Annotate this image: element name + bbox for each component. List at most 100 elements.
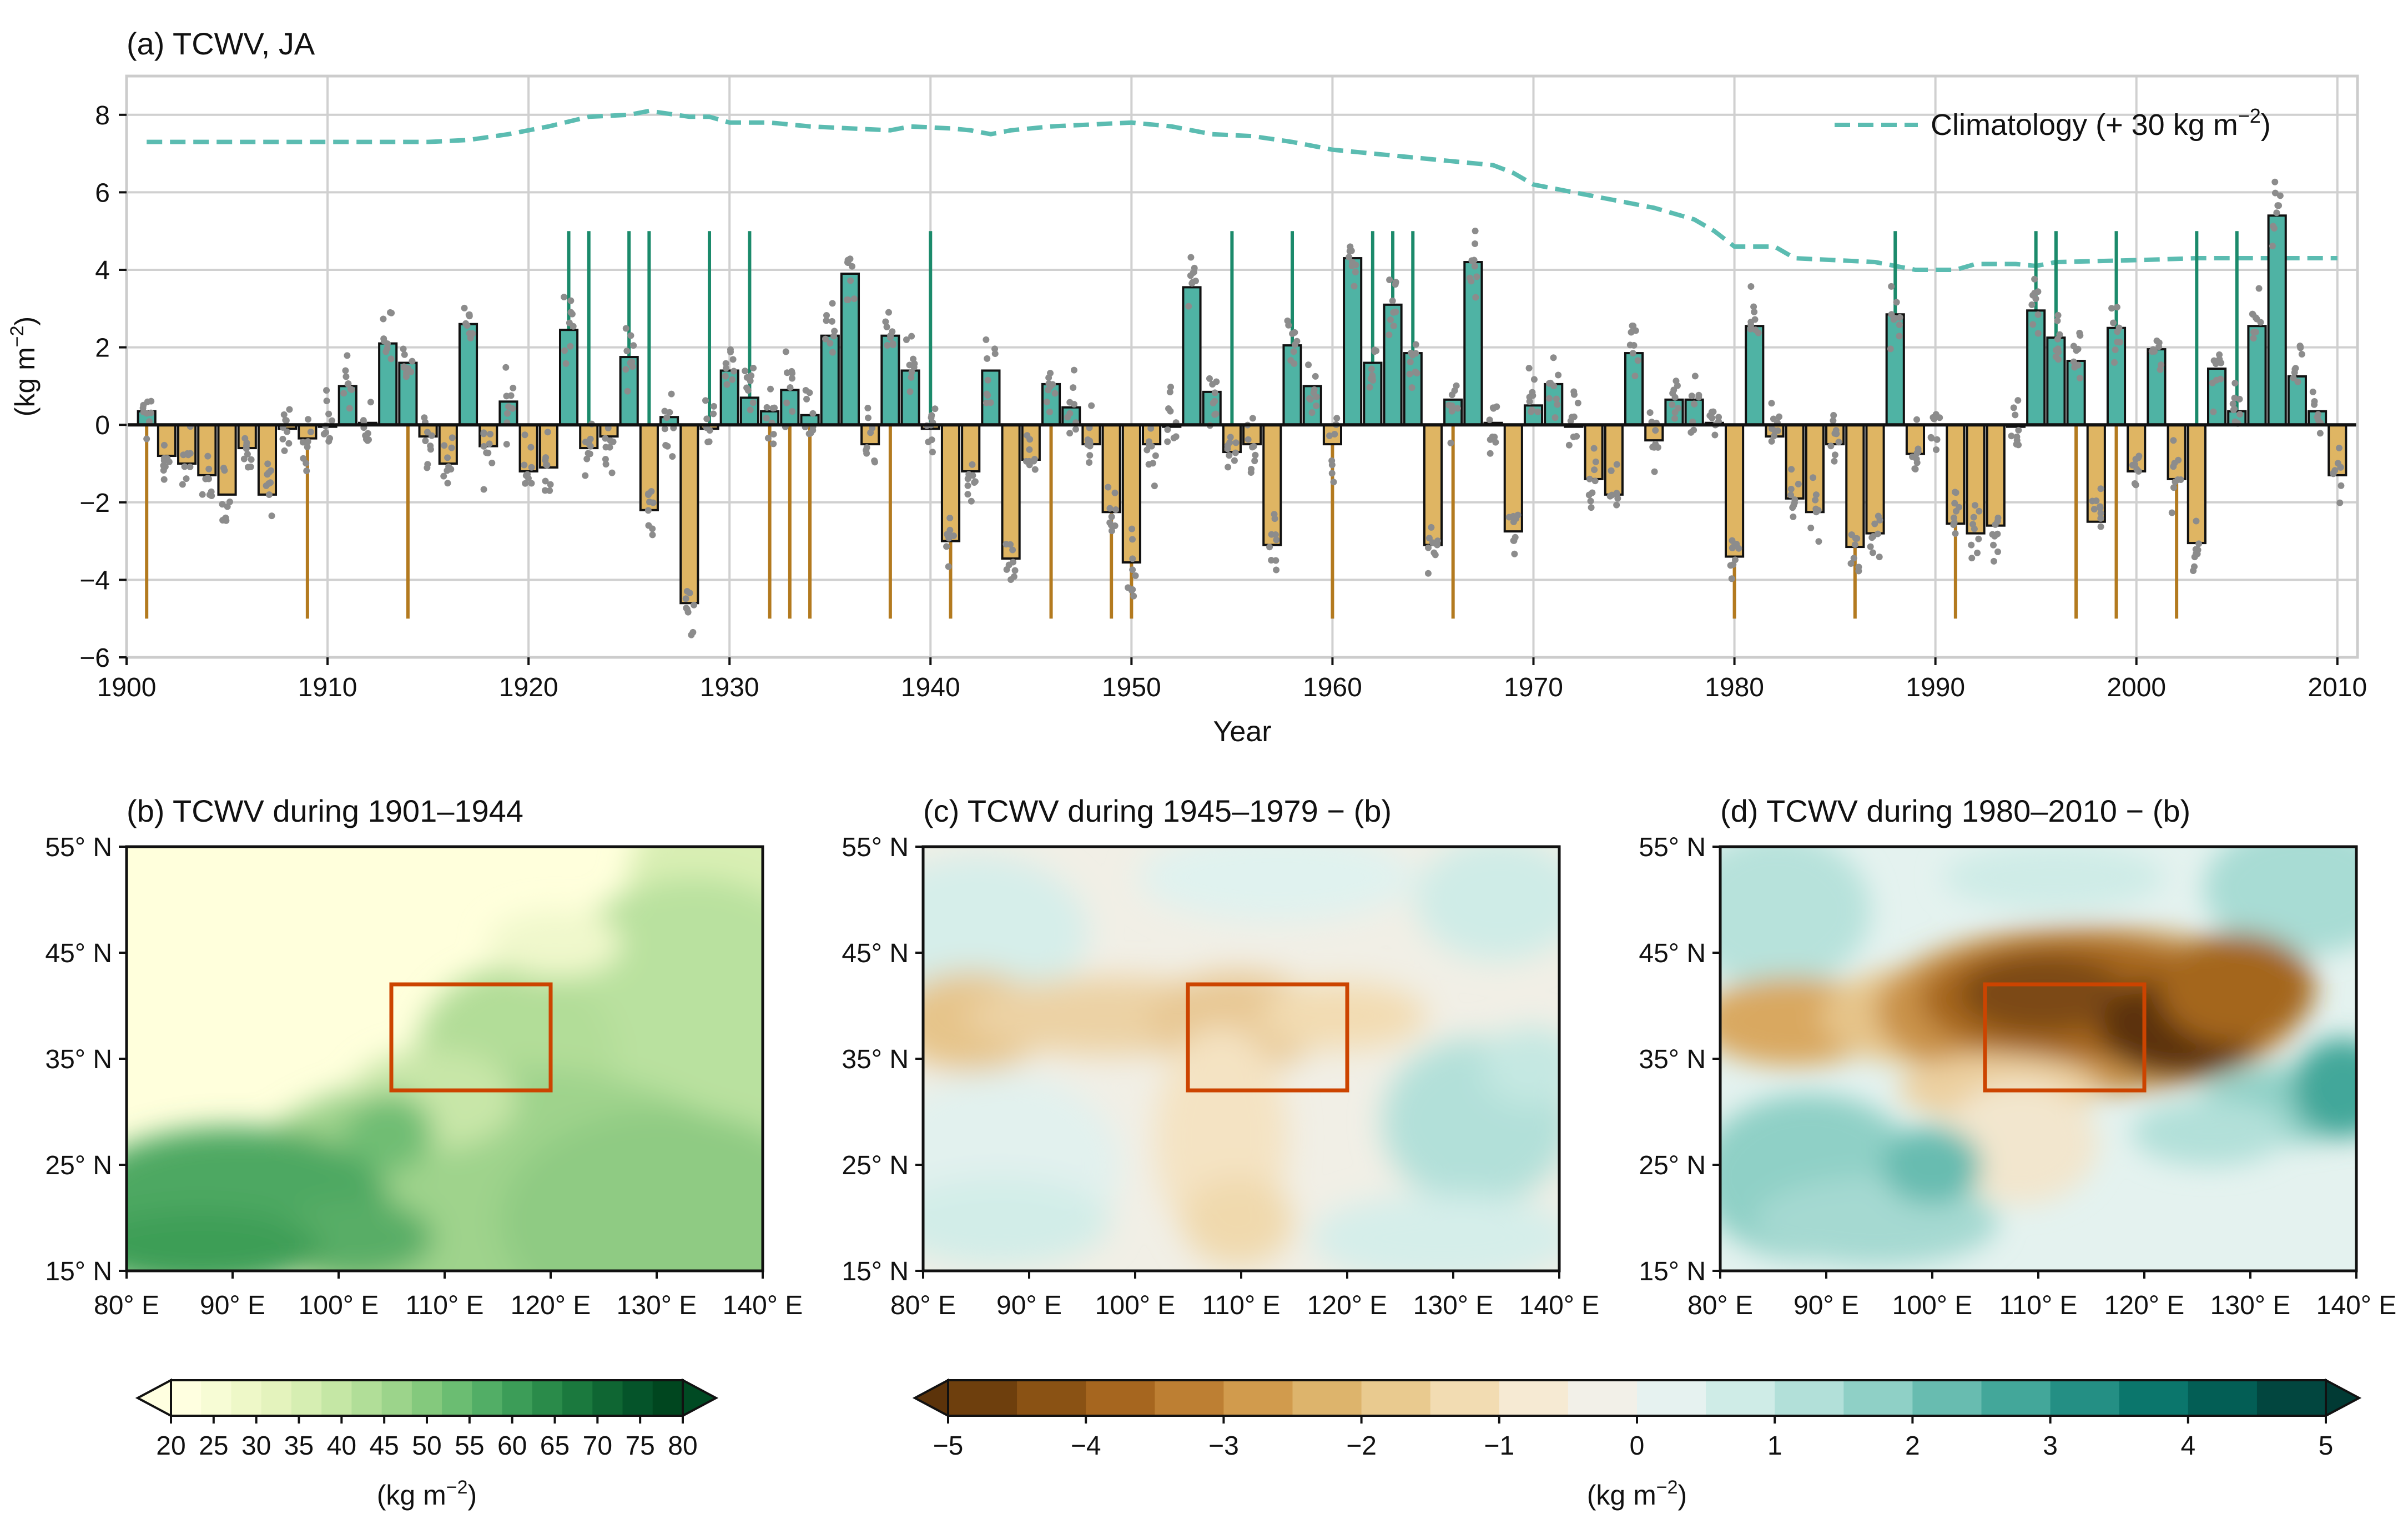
ensemble-dot — [2193, 517, 2200, 525]
colorbar-swatch — [2050, 1380, 2120, 1416]
ensemble-dot — [1776, 413, 1783, 420]
ensemble-dot — [2271, 178, 2279, 185]
ensemble-dot — [1928, 435, 1935, 442]
ensemble-dot — [1933, 436, 1941, 443]
ensemble-dot — [669, 453, 676, 460]
ensemble-dot — [281, 447, 288, 454]
ensemble-dot — [2074, 361, 2082, 369]
ensemble-dot — [1951, 500, 1958, 507]
ensemble-dot — [971, 479, 978, 486]
ensemble-dot — [570, 323, 577, 330]
ensemble-dot — [1868, 534, 1876, 541]
ensemble-dot — [1855, 564, 1862, 571]
ensemble-dot — [1248, 465, 1255, 472]
ensemble-dot — [1550, 354, 1557, 361]
ensemble-dot — [1473, 273, 1480, 280]
ensemble-dot — [1528, 406, 1535, 414]
anomaly-bar — [1101, 424, 1121, 514]
ensemble-dot — [1770, 432, 1777, 440]
ensemble-dot — [1835, 439, 1842, 446]
ensemble-dot — [263, 482, 270, 489]
panel-a-grid — [125, 76, 2357, 658]
anomaly-bar — [880, 334, 900, 426]
ensemble-dot — [1994, 548, 2002, 555]
ensemble-dot — [730, 368, 737, 375]
x-tick-label: 1920 — [499, 673, 558, 702]
ensemble-dot — [567, 297, 575, 304]
ensemble-dot — [2212, 360, 2219, 368]
ensemble-dot — [365, 436, 372, 444]
ensemble-dot — [1687, 429, 1695, 436]
ensemble-dot — [829, 300, 836, 307]
ensemble-dot — [2097, 503, 2104, 510]
climatology-line — [147, 108, 2338, 272]
ensemble-dot — [1313, 393, 1320, 400]
ensemble-dot — [2111, 359, 2118, 366]
ensemble-dot — [187, 463, 194, 470]
ensemble-dot — [424, 429, 431, 436]
colorbar-tick-label: 50 — [412, 1431, 441, 1461]
ensemble-dot — [943, 543, 950, 550]
ensemble-dot — [542, 477, 549, 485]
ensemble-dot — [1387, 316, 1394, 323]
ensemble-dot — [265, 491, 273, 499]
ensemble-dot — [2034, 311, 2042, 318]
ensemble-dot — [487, 430, 494, 437]
ensemble-dot — [1328, 461, 1336, 469]
colorbar-extend-high — [2325, 1378, 2362, 1418]
y-axis-label-main: (kg m — [9, 347, 41, 416]
colorbar-tick-label: −1 — [1484, 1431, 1514, 1461]
ensemble-dot — [1932, 412, 1940, 419]
ensemble-dot — [2133, 466, 2140, 473]
ensemble-dot — [1652, 427, 1659, 434]
ensemble-dot — [2210, 408, 2217, 415]
ensemble-dot — [1472, 227, 1479, 234]
ensemble-dot — [1565, 441, 1573, 449]
ensemble-dot — [1307, 396, 1314, 403]
ensemble-dot — [828, 318, 835, 325]
ensemble-dot — [527, 444, 535, 451]
ensemble-dot — [1472, 294, 1479, 301]
ensemble-dot — [1630, 323, 1637, 330]
ensemble-dot — [666, 409, 673, 416]
ensemble-dot — [602, 461, 609, 468]
ensemble-dot — [447, 466, 455, 473]
ensemble-dot — [2054, 311, 2062, 319]
anomaly-bar — [2187, 424, 2207, 545]
ensemble-dot — [644, 507, 652, 514]
panel-d-title: (d) TCWV during 1980–2010 − (b) — [1720, 793, 2190, 828]
lat-tick-label: 35° N — [1639, 1045, 1706, 1074]
ensemble-dot — [367, 399, 374, 406]
x-tick-label: 2000 — [2107, 673, 2166, 702]
x-tick-label: 1930 — [700, 673, 759, 702]
ensemble-dot — [1129, 525, 1136, 532]
ensemble-dot — [1333, 415, 1341, 422]
anomaly-bar — [378, 342, 398, 426]
anomaly-bar — [1745, 325, 1765, 426]
ensemble-dot — [541, 487, 548, 494]
ensemble-dot — [689, 628, 697, 636]
ensemble-dot — [1887, 345, 1894, 353]
ensemble-dot — [2252, 329, 2259, 336]
ensemble-dot — [910, 364, 918, 371]
ensemble-dot — [1791, 496, 1799, 504]
colorbar-tick-label: −3 — [1208, 1431, 1239, 1461]
ensemble-dot — [763, 414, 770, 421]
ensemble-dot — [2195, 540, 2203, 547]
ensemble-dot — [1493, 403, 1500, 410]
ensemble-dot — [2231, 380, 2239, 387]
ensemble-dot — [887, 332, 894, 339]
ensemble-dot — [2257, 319, 2264, 326]
ensemble-dot — [1187, 272, 1194, 279]
panel-b-map: (b) TCWV during 1901–1944 — [45, 793, 803, 1320]
anomaly-bar — [1343, 257, 1363, 426]
anomaly-bar — [2066, 360, 2086, 426]
ensemble-dot — [1268, 531, 1275, 538]
ensemble-dot — [602, 435, 609, 442]
colorbar-swatch — [472, 1380, 503, 1416]
ensemble-dot — [2034, 330, 2042, 337]
ensemble-dot — [1273, 536, 1280, 544]
ensemble-dot — [2311, 401, 2318, 408]
ensemble-dot — [1106, 519, 1114, 526]
ensemble-dot — [2330, 470, 2337, 477]
